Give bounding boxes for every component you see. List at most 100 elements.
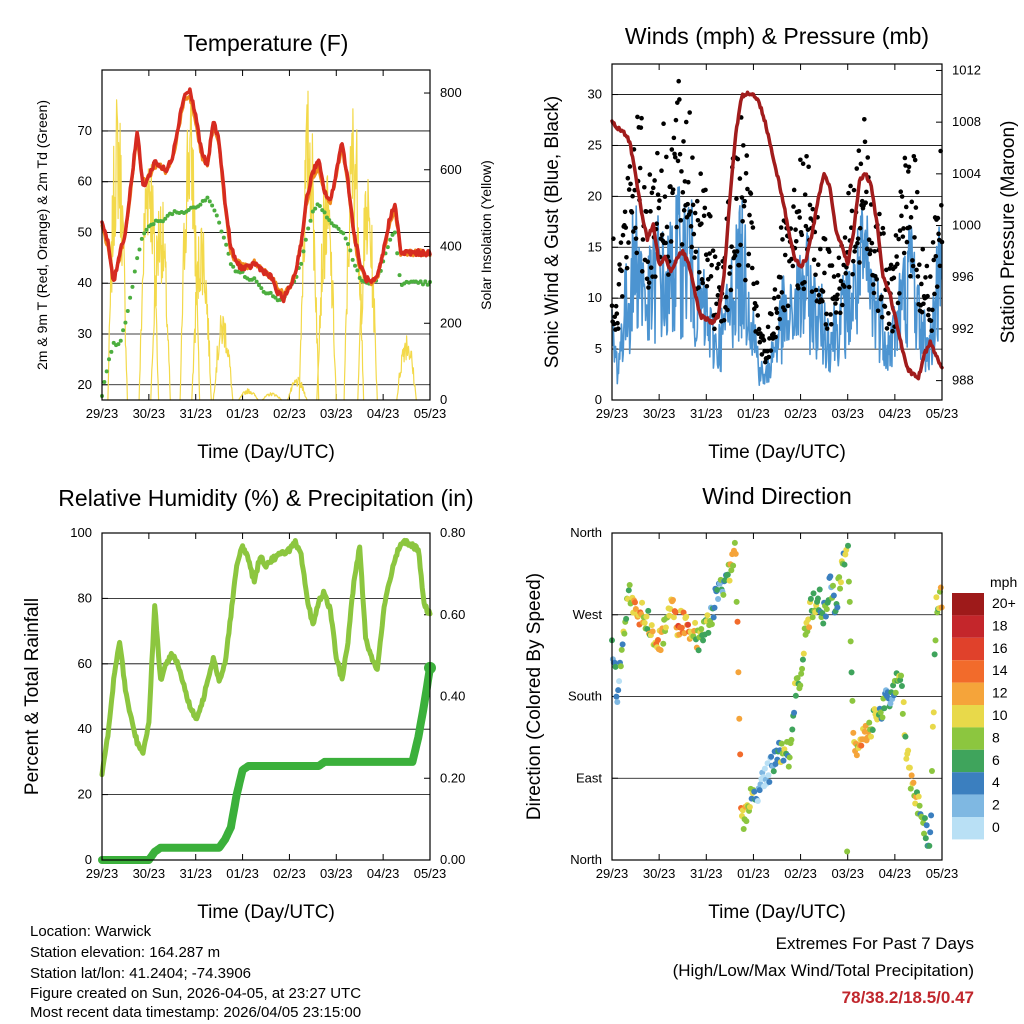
x-tick-label: 31/23 xyxy=(690,406,723,421)
direction-point xyxy=(797,682,804,689)
gust-point xyxy=(803,223,809,229)
gust-point xyxy=(679,169,684,174)
x-tick-label: 01/23 xyxy=(737,406,770,421)
y-tick-label: 70 xyxy=(78,123,92,138)
gust-point xyxy=(804,154,809,159)
gust-point xyxy=(701,213,707,219)
y-tick-label: East xyxy=(576,770,602,785)
solar-insolation-line xyxy=(179,96,201,401)
direction-point xyxy=(830,592,837,599)
direction-point xyxy=(780,757,787,764)
colorbar-swatch xyxy=(952,593,984,616)
gust-point xyxy=(677,151,683,157)
plot-border xyxy=(101,69,431,401)
gust-point xyxy=(734,196,739,202)
direction-point xyxy=(867,733,874,740)
direction-point xyxy=(834,604,841,611)
direction-point xyxy=(929,723,936,730)
gust-point xyxy=(834,296,840,302)
gust-point xyxy=(904,239,910,245)
gust-point xyxy=(874,276,879,282)
direction-point xyxy=(841,561,848,568)
dewpoint-point xyxy=(107,357,112,362)
gust-point xyxy=(632,187,637,193)
gust-point xyxy=(929,328,934,333)
direction-point xyxy=(700,637,707,644)
gust-point xyxy=(910,258,915,263)
gust-point xyxy=(931,257,937,263)
direction-point xyxy=(845,542,852,549)
x-tick-label: 05/23 xyxy=(926,866,959,881)
dewpoint-point xyxy=(353,263,358,268)
solar-insolation-line xyxy=(191,227,212,401)
direction-point xyxy=(788,736,795,743)
gust-point xyxy=(867,251,873,257)
dewpoint-point xyxy=(224,242,229,247)
y-right-tick-label: 1008 xyxy=(952,114,981,129)
direction-point xyxy=(735,669,742,676)
direction-point xyxy=(613,693,620,700)
direction-point xyxy=(799,656,806,663)
gust-point xyxy=(851,187,857,193)
solar-insolation-line xyxy=(343,108,365,401)
footer-elevation: Station elevation: 164.287 m xyxy=(30,944,221,961)
y-tick-label: 25 xyxy=(588,137,602,152)
gust-point xyxy=(690,155,695,160)
gust-point xyxy=(939,202,944,208)
direction-point xyxy=(670,614,677,621)
gust-point xyxy=(679,242,685,247)
y-tick-label: 60 xyxy=(78,174,92,189)
gust-point xyxy=(729,244,734,249)
gust-point xyxy=(912,235,917,240)
gust-point xyxy=(800,161,806,166)
gust-point xyxy=(708,213,713,219)
gust-point xyxy=(633,225,638,231)
gust-point xyxy=(796,208,802,214)
direction-point xyxy=(711,604,718,611)
direction-point xyxy=(705,629,712,636)
x-tick-label: 31/23 xyxy=(690,866,723,881)
gust-point xyxy=(915,274,921,279)
gust-point xyxy=(912,157,918,163)
colorbar-label: 0 xyxy=(992,819,1000,835)
y-right-tick-label: 996 xyxy=(952,269,974,284)
colorbar-label: 6 xyxy=(992,752,1000,768)
dewpoint-point xyxy=(385,245,390,250)
gust-point xyxy=(838,278,844,284)
gust-point xyxy=(925,312,931,318)
colorbar-label: 8 xyxy=(992,729,1000,745)
direction-point xyxy=(844,848,851,855)
gust-point xyxy=(677,97,682,102)
gust-point xyxy=(924,263,930,269)
dewpoint-point xyxy=(355,268,360,273)
colorbar-swatch xyxy=(952,727,984,750)
gust-point xyxy=(708,274,714,279)
dewpoint-point xyxy=(207,199,212,204)
gust-point xyxy=(833,310,839,315)
extremes-subtitle: (High/Low/Max Wind/Total Precipitation) xyxy=(672,961,974,980)
direction-point xyxy=(649,628,656,635)
x-tick-label: 30/23 xyxy=(643,406,676,421)
gust-point xyxy=(785,303,791,309)
direction-point xyxy=(848,669,855,676)
gust-point xyxy=(925,293,930,299)
dewpoint-point xyxy=(310,209,315,214)
dewpoint-point xyxy=(299,261,304,266)
gust-point xyxy=(662,194,668,199)
gust-point xyxy=(869,240,875,246)
wind-direction-chart: 29/23 30/23 31/23 01/23 02/23 03/23 04/23 05/23… xyxy=(524,483,958,923)
direction-point xyxy=(761,765,768,772)
gust-point xyxy=(901,250,907,256)
gust-point xyxy=(691,231,697,237)
gust-point xyxy=(801,286,807,292)
y-axis-title: Sonic Wind & Gust (Blue, Black) xyxy=(542,96,563,368)
direction-point xyxy=(785,763,792,770)
gust-point xyxy=(865,155,871,160)
dewpoint-point xyxy=(151,222,156,227)
gust-point xyxy=(707,251,712,256)
gust-point xyxy=(728,287,734,293)
direction-point xyxy=(616,678,623,685)
x-tick-label: 03/23 xyxy=(831,866,864,881)
gust-point xyxy=(771,295,777,301)
dewpoint-point xyxy=(273,295,278,300)
